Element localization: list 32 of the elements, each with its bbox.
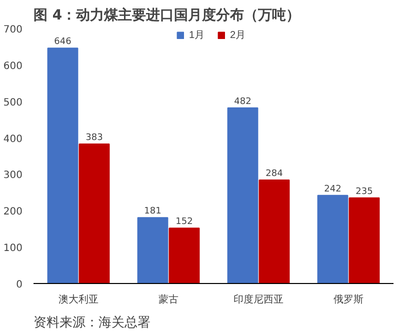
text: 资料来源：海关总署 bbox=[34, 316, 150, 330]
x-tick-label: 澳大利亚 bbox=[58, 294, 98, 306]
bar bbox=[168, 228, 200, 284]
x-tick-label: 俄罗斯 bbox=[334, 294, 364, 306]
data-label: 152 bbox=[176, 217, 193, 228]
chart-title: 图 4：动力煤主要进口国月度分布（万吨） bbox=[34, 6, 300, 24]
x-tick-label: 蒙古 bbox=[158, 294, 178, 306]
bar bbox=[348, 197, 380, 284]
y-tick-label: 100 bbox=[3, 243, 23, 254]
y-tick-label: 500 bbox=[3, 97, 23, 108]
bar bbox=[47, 48, 78, 284]
x-tick-label: 印度尼西亚 bbox=[234, 294, 284, 306]
y-tick-label: 700 bbox=[3, 24, 23, 36]
data-label: 235 bbox=[356, 186, 373, 197]
data-label: 482 bbox=[234, 96, 252, 107]
data-label: 181 bbox=[144, 206, 162, 217]
bar bbox=[78, 143, 110, 284]
legend-label: 1月 bbox=[189, 29, 206, 42]
y-tick-label: 0 bbox=[16, 280, 23, 290]
data-label: 383 bbox=[86, 132, 103, 143]
y-tick-label: 600 bbox=[3, 60, 23, 72]
y-tick-label: 400 bbox=[3, 134, 23, 145]
legend-label: 2月 bbox=[230, 29, 247, 42]
data-label: 284 bbox=[266, 169, 284, 180]
y-tick-label: 200 bbox=[3, 206, 23, 218]
bar bbox=[137, 217, 168, 284]
bar bbox=[258, 180, 290, 284]
y-tick-label: 300 bbox=[3, 170, 23, 182]
bar bbox=[227, 107, 258, 284]
data-label: 646 bbox=[54, 37, 72, 48]
bar bbox=[317, 194, 348, 284]
data-label: 242 bbox=[324, 184, 342, 194]
